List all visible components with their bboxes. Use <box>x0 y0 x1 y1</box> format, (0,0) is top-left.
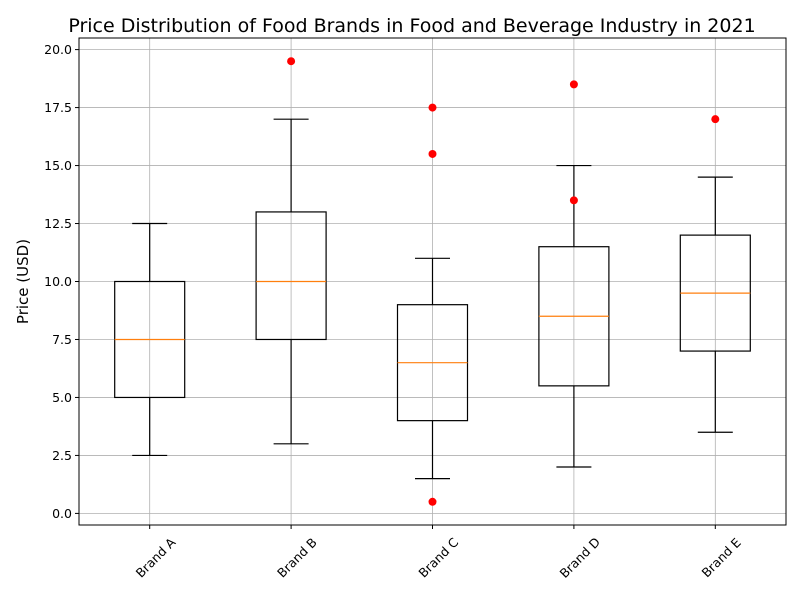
x-tick-label: Brand E <box>698 535 743 580</box>
y-tick-label: 5.0 <box>52 390 72 405</box>
chart-title: Price Distribution of Food Brands in Foo… <box>68 15 755 37</box>
y-axis-label: Price (USD) <box>14 239 32 324</box>
x-tick-label: Brand D <box>556 534 603 581</box>
x-tick-label: Brand A <box>133 534 179 580</box>
axis-layer: 0.0 2.5 5.0 7.5 10.0 12.5 15.0 17.5 20.0 Brand A B… <box>44 42 744 581</box>
outlier-point <box>570 80 578 88</box>
x-tick-label: Brand B <box>274 535 320 581</box>
y-tick-label: 7.5 <box>52 332 72 347</box>
y-tick-label: 20.0 <box>44 42 72 57</box>
box-brand-a <box>115 224 185 456</box>
outlier-point <box>287 57 295 65</box>
y-tick-label: 0.0 <box>52 506 72 521</box>
y-tick-label: 15.0 <box>44 158 72 173</box>
y-tick-label: 10.0 <box>44 274 72 289</box>
y-tick-label: 2.5 <box>52 448 72 463</box>
outlier-point <box>429 498 437 506</box>
outlier-point <box>429 150 437 158</box>
x-tick-label: Brand C <box>415 534 461 580</box>
y-tick-label: 17.5 <box>44 100 72 115</box>
outlier-point <box>429 104 437 112</box>
y-tick-label: 12.5 <box>44 216 72 231</box>
outlier-point <box>570 196 578 204</box>
outlier-point <box>711 115 719 123</box>
